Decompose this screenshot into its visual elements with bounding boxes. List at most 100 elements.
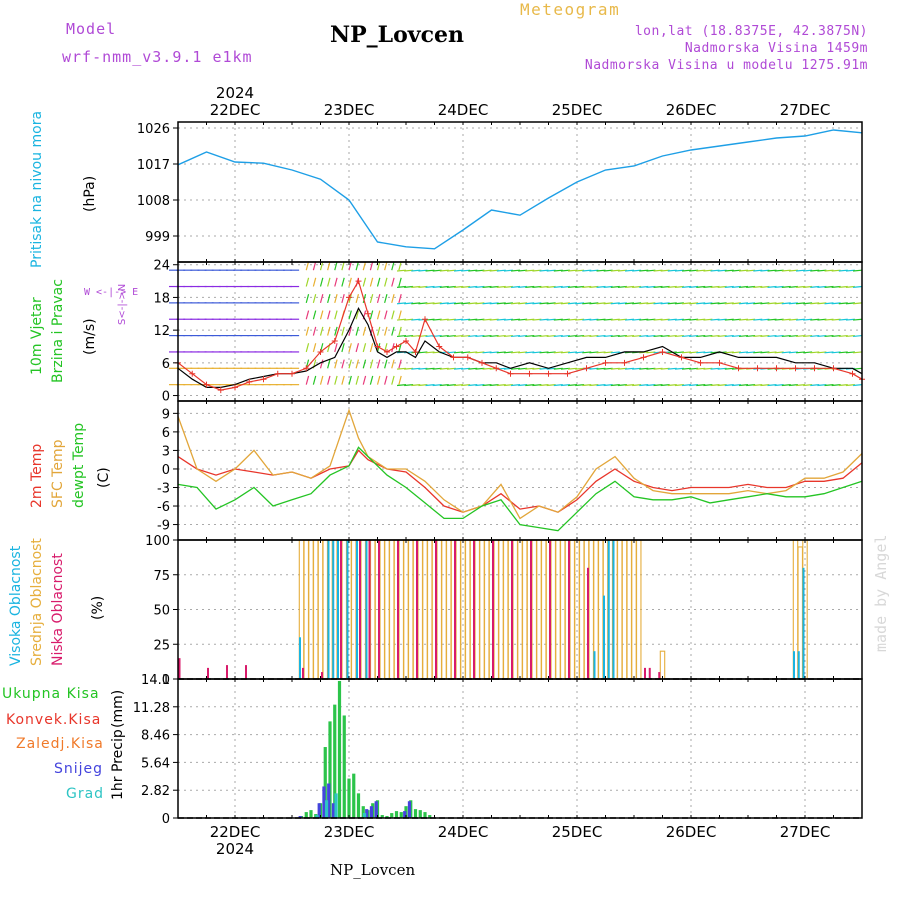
- wind-barb: [624, 302, 635, 305]
- wind-barb: [774, 302, 784, 305]
- wind-barb: [575, 285, 585, 288]
- wind-gust-marker: [365, 310, 371, 317]
- wind-barb: [425, 318, 435, 321]
- wind-barb: [632, 269, 642, 272]
- wind-barb: [391, 277, 395, 287]
- y-tick-label: 0: [162, 673, 170, 688]
- wind-barb: [432, 269, 442, 272]
- wind-barb: [404, 269, 414, 272]
- wind-gust-marker: [811, 365, 818, 372]
- wind-barb: [646, 269, 656, 272]
- wind-barb: [703, 351, 713, 354]
- wind-barb: [475, 367, 485, 370]
- precip-bar-snijeg: [298, 816, 302, 818]
- wind-barb: [418, 351, 428, 354]
- wind-barb: [369, 310, 374, 320]
- wind-barb: [795, 351, 806, 354]
- station-title: NP_Lovcen: [330, 22, 464, 48]
- wind-gust-marker: [289, 370, 295, 377]
- wind-barb: [384, 310, 388, 320]
- wind-barb: [546, 285, 556, 288]
- precip-bar-ukupna-kisa: [333, 704, 337, 818]
- wind-barb: [362, 261, 367, 271]
- y-tick-label: 18: [153, 291, 170, 306]
- wind-barb: [518, 384, 528, 387]
- wind-barb: [753, 384, 763, 387]
- wind-barb: [432, 302, 442, 305]
- wind-barb: [624, 367, 635, 370]
- wind-barb: [468, 367, 478, 370]
- wind-barb: [831, 269, 841, 272]
- wind-barb: [560, 367, 570, 370]
- wind-gust-marker: [507, 370, 514, 377]
- wind-barb: [639, 269, 649, 272]
- wind-barb: [724, 318, 734, 321]
- wind-barb: [398, 277, 402, 287]
- wind-barb: [703, 334, 713, 338]
- wind-barb: [489, 384, 499, 387]
- wind-barb: [824, 351, 834, 354]
- wind-barb: [689, 302, 699, 305]
- cloud-bar-mid: [388, 539, 395, 680]
- wind-barb: [532, 334, 542, 338]
- wind-barb: [348, 343, 352, 353]
- y-tick-label: -6: [157, 500, 170, 515]
- wind-barb: [312, 294, 317, 304]
- elevation-label: Nadmorska Visina 1459m: [684, 41, 868, 56]
- wind-barb: [845, 302, 855, 305]
- wind-barb: [305, 310, 310, 320]
- wind-barb: [439, 285, 449, 288]
- wind-barb: [384, 294, 388, 304]
- wind-barb: [539, 302, 549, 305]
- y-tick-label: 25: [153, 638, 170, 653]
- wind-barb: [553, 269, 563, 272]
- wind-gust-marker: [545, 370, 552, 377]
- wind-barb: [341, 261, 345, 271]
- wind-barb: [582, 302, 592, 305]
- wind-barb: [803, 351, 813, 354]
- wind-barb: [845, 384, 855, 387]
- wind-barb: [404, 367, 414, 370]
- wind-barb: [510, 334, 521, 338]
- wind-barb: [696, 384, 706, 387]
- wind-barb: [632, 302, 642, 305]
- wind-compass-ew: W <-|-> E: [84, 287, 139, 298]
- wind-barb: [532, 367, 542, 370]
- wind-barb: [446, 302, 456, 305]
- wind-barb: [418, 269, 428, 272]
- wind-barb: [838, 302, 848, 305]
- wind-barb: [355, 310, 360, 320]
- wind-barb: [376, 294, 381, 304]
- wind-barb: [852, 285, 863, 288]
- wind-barb: [788, 285, 798, 288]
- wind-barb: [831, 302, 841, 305]
- wind-barb: [689, 285, 699, 288]
- wind-barb: [553, 285, 563, 288]
- wind-barb: [810, 285, 820, 288]
- cloud-bar-mid: [616, 539, 623, 680]
- wind-barb: [753, 334, 763, 338]
- wind-barb: [710, 384, 720, 387]
- wind-gust-marker: [564, 370, 571, 377]
- wind-barb: [674, 367, 684, 370]
- wind-barb: [319, 375, 324, 385]
- wind-barb: [446, 269, 456, 272]
- wind-barb: [788, 318, 798, 321]
- wind-barb: [439, 367, 449, 370]
- wind-barb: [596, 285, 606, 288]
- precip-bar-ukupna-kisa: [380, 815, 384, 818]
- wind-barb: [674, 334, 684, 338]
- precip-bar-snijeg: [317, 803, 321, 818]
- wind-barb: [667, 384, 677, 387]
- precip-bar-ukupna-kisa: [385, 816, 389, 818]
- wind-barb: [738, 351, 749, 354]
- wind-barb: [510, 302, 521, 305]
- wind-barb: [553, 318, 563, 321]
- wind-barb: [610, 334, 620, 338]
- wind-barb: [489, 351, 499, 354]
- wind-barb: [539, 351, 549, 354]
- wind-barb: [731, 269, 741, 272]
- wind-barb: [425, 384, 435, 387]
- wind-barb: [391, 375, 395, 385]
